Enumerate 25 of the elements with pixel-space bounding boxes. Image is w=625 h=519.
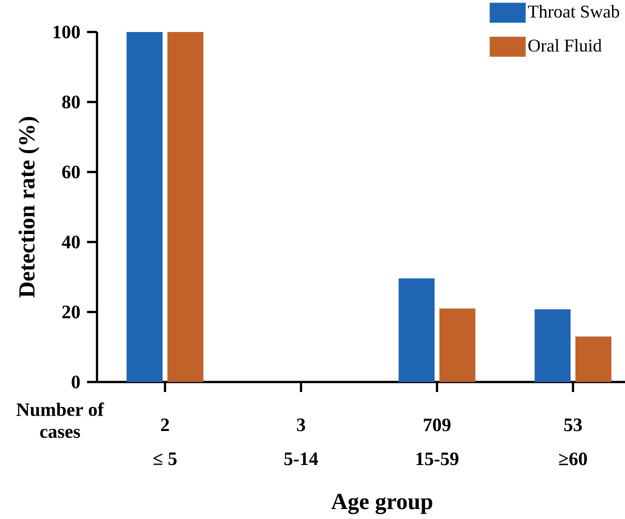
x-tick-label: ≥60 <box>559 452 587 466</box>
bar <box>398 278 435 382</box>
bar <box>167 32 204 382</box>
y-tick-label: 20 <box>62 306 80 318</box>
text: 709 <box>424 418 451 432</box>
y-tick-label: 80 <box>62 96 80 108</box>
bar <box>575 336 612 382</box>
y-tick-label: 40 <box>62 236 80 248</box>
y-tick-label: 100 <box>54 26 80 38</box>
legend-label: Throat Swab <box>528 5 620 18</box>
bar <box>126 32 163 382</box>
text: 2 <box>161 418 169 432</box>
x-axis-title: Age group <box>331 494 432 514</box>
x-tick-label: ≤ 5 <box>154 452 177 466</box>
bar <box>534 309 571 382</box>
y-tick-label: 60 <box>62 166 80 178</box>
text: Number of cases <box>16 402 104 438</box>
x-tick-label: 5-14 <box>284 452 318 466</box>
y-tick-label: 0 <box>72 376 80 388</box>
text: 3 <box>296 418 306 432</box>
text: 53 <box>564 418 582 432</box>
legend-label: Oral Fluid <box>528 39 602 52</box>
y-axis-title: Detection rate (%) <box>18 117 40 298</box>
bar <box>439 308 476 382</box>
x-tick-label: 15-59 <box>416 452 458 466</box>
